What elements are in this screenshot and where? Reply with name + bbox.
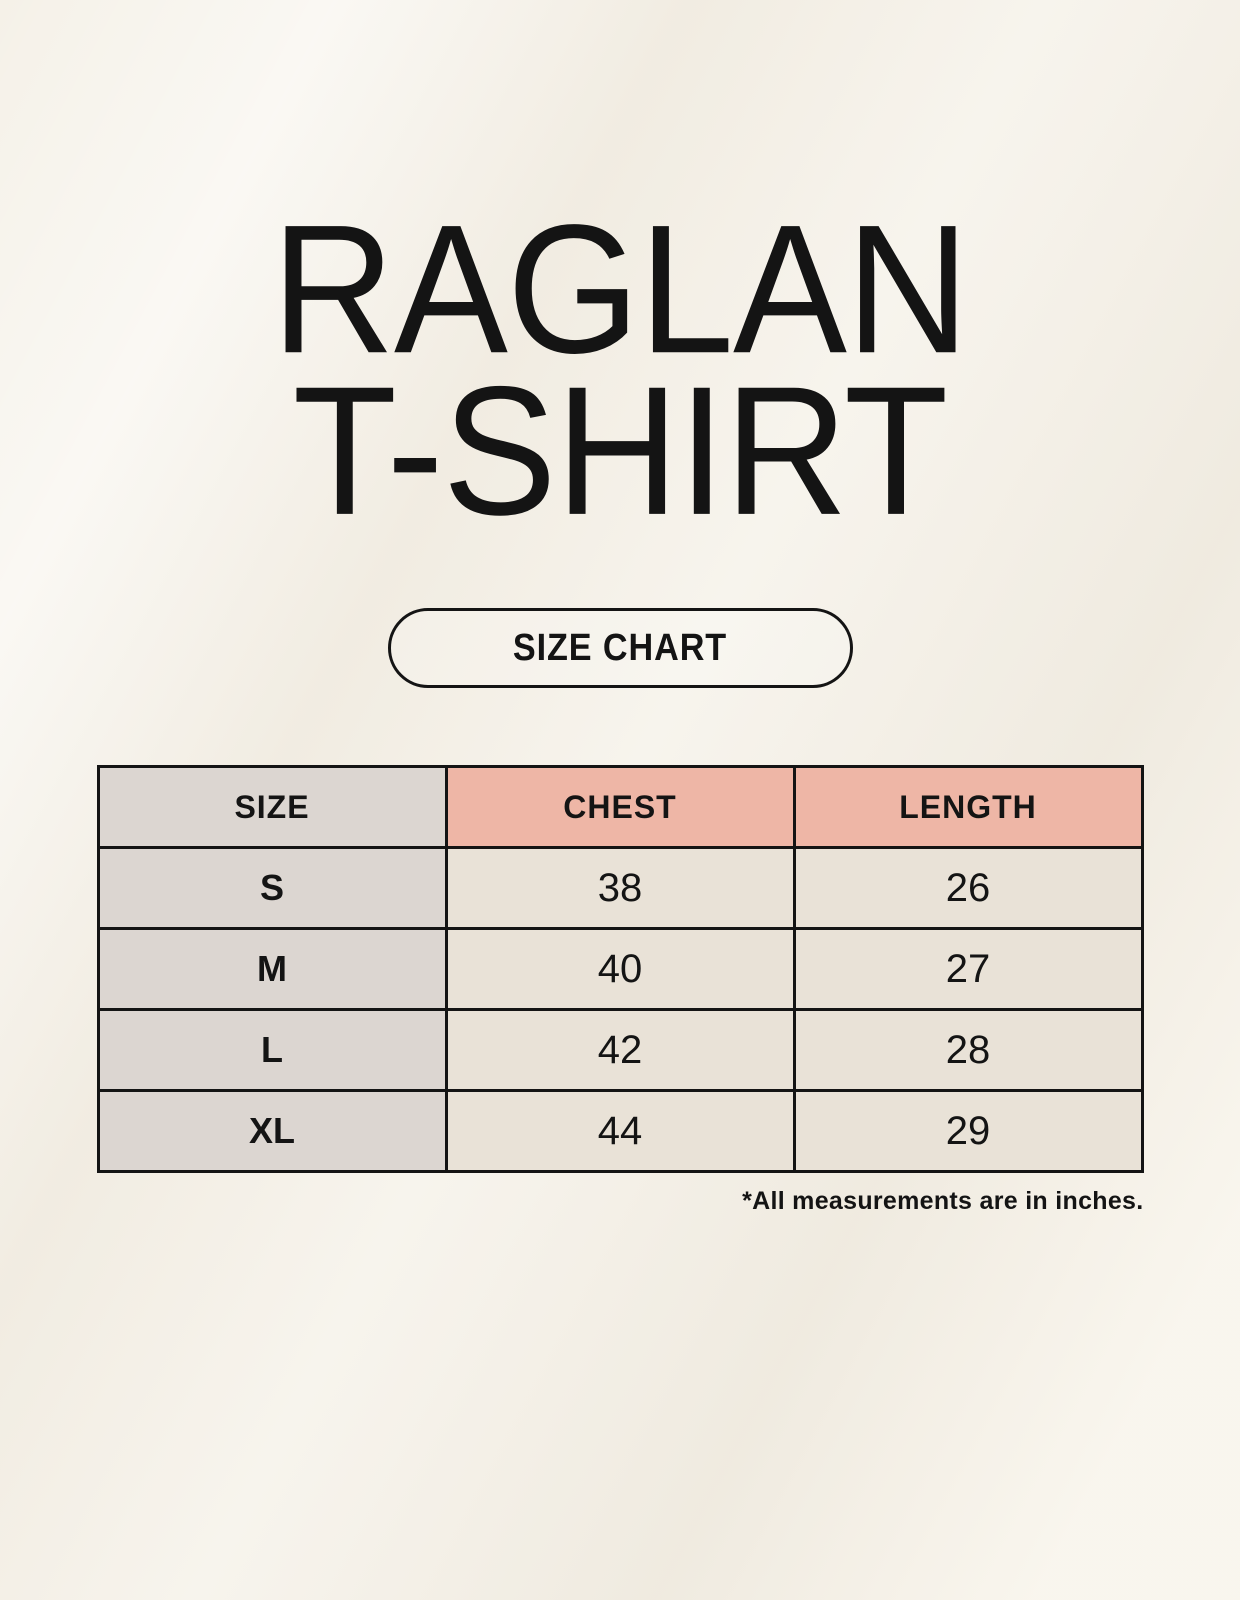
size-cell: M [96,927,448,1011]
header-cell-chest: CHEST [444,765,796,849]
title-line-2: T-SHIRT [292,348,949,554]
chest-cell: 42 [444,1008,796,1092]
size-chart-button[interactable]: SIZE CHART [387,608,853,688]
footnote-container: *All measurements are in inches. [97,1187,1144,1216]
page-title: RAGLAN T-SHIRT [271,186,970,554]
table-header-row: SIZE CHEST LENGTH [96,765,1144,849]
size-cell: XL [96,1089,448,1173]
chest-cell: 38 [444,846,796,930]
length-cell: 29 [792,1089,1144,1173]
header-cell-length: LENGTH [792,765,1144,849]
length-cell: 26 [792,846,1144,930]
header-cell-size: SIZE [96,765,448,849]
table-row: M 40 27 [96,927,1144,1011]
title-line-1: RAGLAN [271,186,970,392]
size-chart-button-label: SIZE CHART [512,626,728,669]
chest-cell: 44 [444,1089,796,1173]
length-cell: 28 [792,1008,1144,1092]
measurements-footnote: *All measurements are in inches. [742,1187,1144,1215]
length-cell: 27 [792,927,1144,1011]
size-table: SIZE CHEST LENGTH S 38 26 M 40 27 L 42 2… [96,765,1144,1173]
size-cell: S [96,846,448,930]
size-cell: L [96,1008,448,1092]
table-row: XL 44 29 [96,1089,1144,1173]
chest-cell: 40 [444,927,796,1011]
table-row: L 42 28 [96,1008,1144,1092]
table-row: S 38 26 [96,846,1144,930]
